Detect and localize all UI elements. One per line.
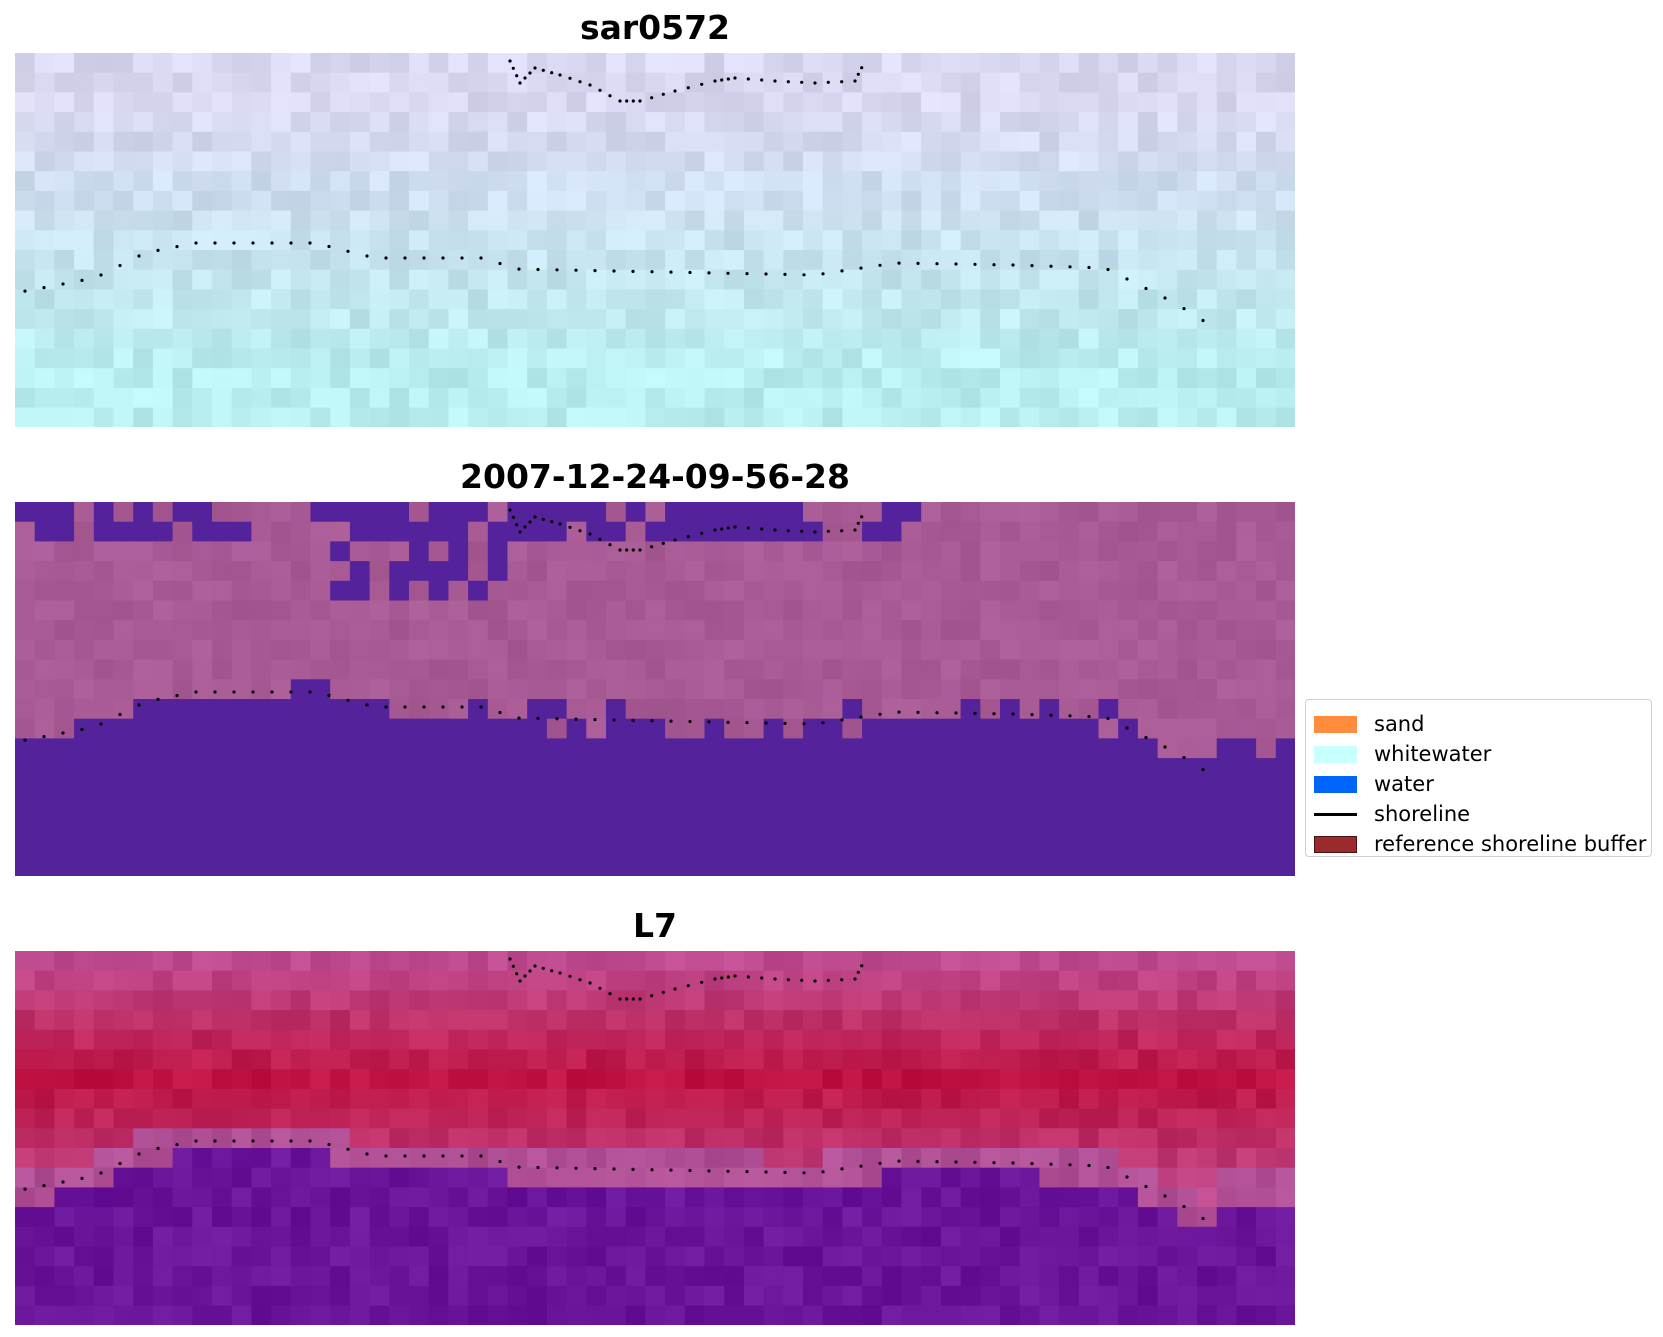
landsat-image bbox=[15, 951, 1295, 1325]
legend-item-buffer: reference shoreline buffer bbox=[1314, 830, 1646, 858]
shoreline-line-swatch bbox=[1314, 812, 1357, 816]
water-swatch bbox=[1314, 775, 1357, 793]
legend-label-buffer: reference shoreline buffer bbox=[1374, 832, 1647, 856]
shoreline-dots bbox=[23, 957, 1205, 1221]
sar-image bbox=[15, 53, 1295, 427]
legend-item-sand: sand bbox=[1314, 710, 1424, 738]
sand-swatch bbox=[1314, 715, 1357, 733]
shoreline-dots bbox=[23, 508, 1205, 772]
whitewater-swatch bbox=[1314, 745, 1357, 763]
raster-cells bbox=[15, 502, 1295, 876]
shoreline-dots bbox=[23, 59, 1205, 323]
classified-image bbox=[15, 502, 1295, 876]
raster-cells bbox=[15, 53, 1295, 427]
legend-item-whitewater: whitewater bbox=[1314, 740, 1491, 768]
legend-label-sand: sand bbox=[1374, 712, 1425, 736]
landsat-raster bbox=[15, 951, 1295, 1325]
legend-label-water: water bbox=[1374, 772, 1434, 796]
legend-label-shoreline: shoreline bbox=[1374, 802, 1471, 826]
sar-raster bbox=[15, 53, 1295, 427]
legend-label-whitewater: whitewater bbox=[1374, 742, 1492, 766]
panel-title-date: 2007-12-24-09-56-28 bbox=[460, 457, 850, 496]
buffer-swatch bbox=[1314, 835, 1357, 853]
classified-raster bbox=[15, 502, 1295, 876]
panel-title-sensor: L7 bbox=[633, 906, 677, 945]
raster-cells bbox=[15, 951, 1295, 1325]
legend-item-water: water bbox=[1314, 770, 1434, 798]
legend-item-shoreline: shoreline bbox=[1314, 800, 1470, 828]
legend: sand whitewater water shoreline referenc… bbox=[1305, 699, 1652, 857]
panel-title-sar: sar0572 bbox=[579, 8, 731, 47]
